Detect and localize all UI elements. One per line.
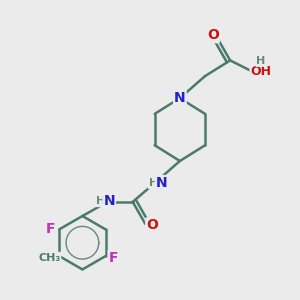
Text: CH₃: CH₃ [38,253,60,263]
Text: O: O [207,28,219,42]
Text: H: H [256,56,266,66]
Text: F: F [109,251,118,265]
Text: H: H [148,178,158,188]
Text: N: N [174,91,186,105]
Text: H: H [96,196,105,206]
Text: O: O [146,218,158,233]
Text: N: N [156,176,167,190]
Text: F: F [46,222,55,236]
Text: OH: OH [250,65,272,78]
Text: N: N [103,194,115,208]
